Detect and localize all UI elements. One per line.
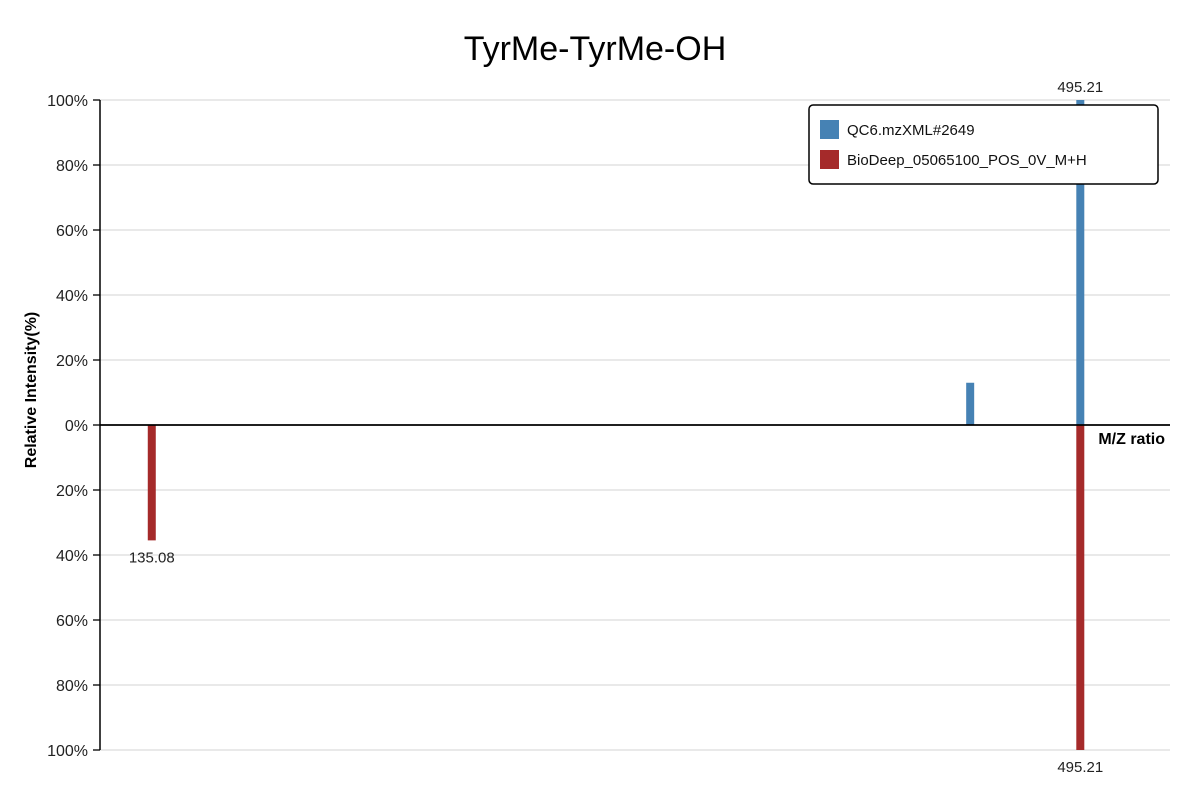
- legend-box: [808, 104, 1159, 185]
- x-axis-label: M/Z ratio: [1098, 431, 1165, 448]
- y-tick-label: 0%: [65, 418, 88, 435]
- y-tick-label: 20%: [56, 353, 88, 370]
- y-tick-label: 100%: [47, 743, 88, 760]
- peak-label: 495.21: [1057, 759, 1103, 776]
- y-tick-label: 80%: [56, 678, 88, 695]
- peak-bar: [966, 382, 975, 425]
- y-tick-label: 40%: [56, 288, 88, 305]
- peak-label: 135.08: [129, 549, 175, 566]
- legend: QC6.mzXML#2649 BioDeep_05065100_POS_0V_M…: [808, 104, 1159, 185]
- peak-bar: [1076, 425, 1085, 750]
- y-tick-label: 60%: [56, 223, 88, 240]
- peak-bar: [1076, 100, 1085, 425]
- y-tick-label: 20%: [56, 483, 88, 500]
- y-tick-label: 60%: [56, 613, 88, 630]
- legend-label-biodeep: BioDeep_05065100_POS_0V_M+H: [847, 152, 1087, 169]
- grid-lines: [100, 99, 1170, 751]
- y-tick-label: 40%: [56, 548, 88, 565]
- peak-labels: 495.21 135.08 495.21: [129, 79, 1103, 776]
- legend-swatch-qc6: [820, 120, 839, 139]
- peak-bar: [147, 425, 156, 541]
- axes: [99, 100, 1170, 750]
- y-tick-label: 100%: [47, 93, 88, 110]
- peak-bars: [147, 100, 1085, 750]
- legend-swatch-biodeep: [820, 150, 839, 169]
- y-axis-label: Relative Intensity(%): [23, 312, 40, 468]
- y-ticks: 100% 80% 60% 40% 20% 0% 20% 40% 60% 80% 100%: [47, 93, 100, 760]
- chart-title: TyrMe-TyrMe-OH: [464, 30, 727, 68]
- y-tick-label: 80%: [56, 158, 88, 175]
- peak-label: 495.21: [1057, 79, 1103, 96]
- legend-label-qc6: QC6.mzXML#2649: [847, 122, 975, 139]
